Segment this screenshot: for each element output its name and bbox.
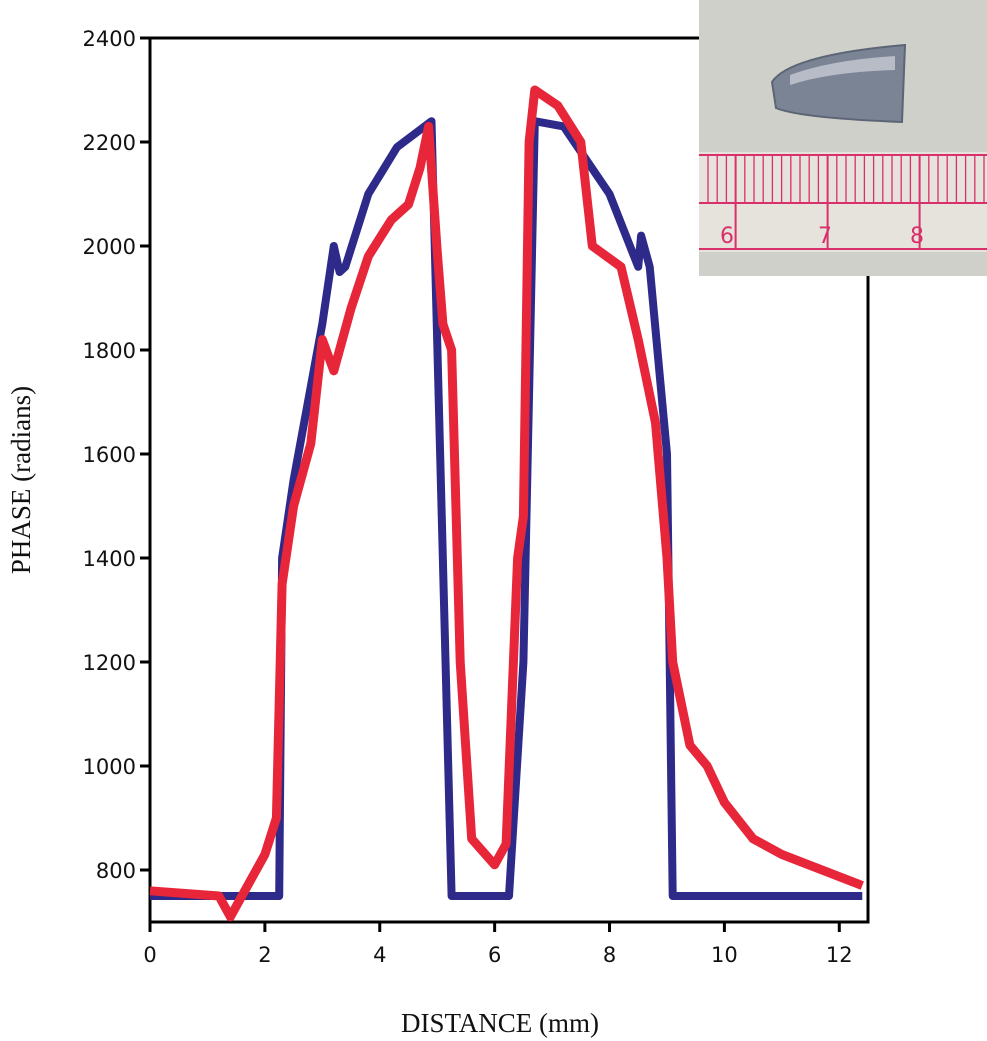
- y-tick-label: 1200: [83, 651, 136, 675]
- series-line-measured: [149, 85, 864, 922]
- y-tick-label: 1600: [83, 443, 136, 467]
- y-tick-label: 2000: [83, 235, 136, 259]
- y-tick-label: 1800: [83, 339, 136, 363]
- y-tick-label: 800: [96, 859, 136, 883]
- x-tick-label: 10: [711, 943, 738, 967]
- y-tick-label: 2200: [83, 131, 136, 155]
- ruler-label: 8: [910, 224, 924, 249]
- ruler-label: 7: [818, 224, 832, 249]
- ruler-label: 6: [720, 224, 734, 249]
- x-tick-label: 2: [258, 943, 271, 967]
- series-layer: [149, 85, 864, 922]
- y-tick-label: 2400: [83, 27, 136, 51]
- plot-frame: [148, 36, 870, 924]
- ruler-ticks: [699, 154, 987, 250]
- bullet-highlight: [790, 56, 895, 85]
- x-tick-label: 8: [603, 943, 616, 967]
- ticks-layer: 0 2 4 6 8 10 12 800 1000 1200 1400 1600 1800 2000 2200…: [83, 27, 853, 967]
- x-tick-label: 0: [143, 943, 156, 967]
- x-tick-label: 6: [488, 943, 501, 967]
- y-tick-label: 1400: [83, 547, 136, 571]
- x-tick-label: 12: [826, 943, 853, 967]
- series-line-model: [150, 117, 863, 900]
- y-axis-title: PHASE (radians): [6, 386, 36, 574]
- inset-photo-bullet-on-ruler: 6 7 8: [699, 0, 987, 276]
- x-tick-label: 4: [373, 943, 386, 967]
- x-axis-title: DISTANCE (mm): [401, 1008, 599, 1038]
- y-tick-label: 1000: [83, 755, 136, 779]
- plot-border: [148, 36, 870, 924]
